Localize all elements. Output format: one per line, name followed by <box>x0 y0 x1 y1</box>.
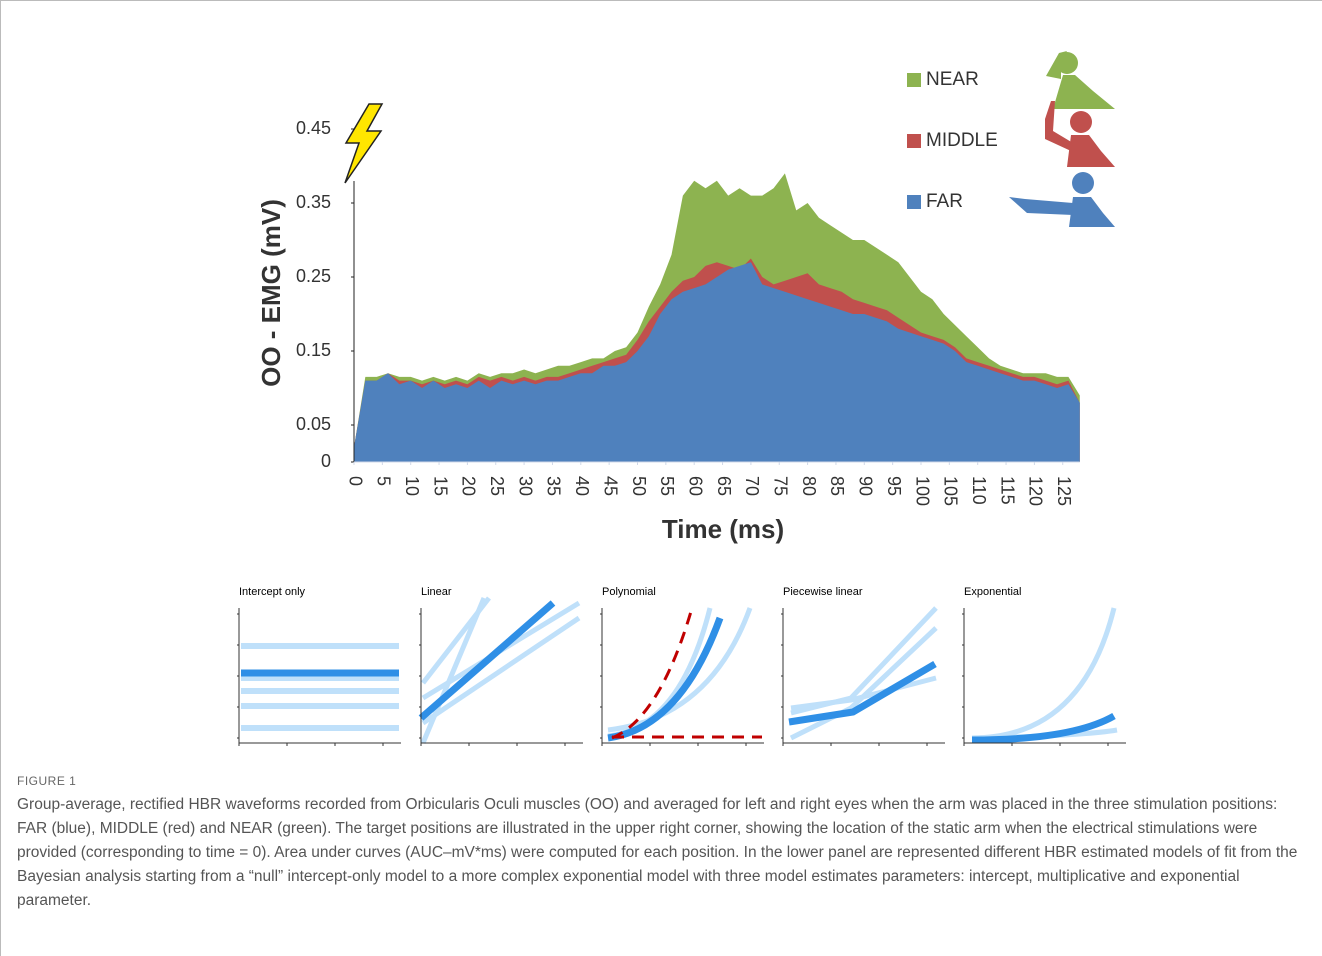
stimulus-icon <box>345 104 382 183</box>
panel-title: Polynomial <box>602 586 656 598</box>
y-tick-label: 0.25 <box>296 266 331 286</box>
x-tick-label: 30 <box>515 476 535 496</box>
arm-icons <box>1009 51 1115 227</box>
x-tick-label: 110 <box>969 476 989 505</box>
x-tick-label: 35 <box>544 476 564 496</box>
x-tick-label: 15 <box>430 476 450 496</box>
legend-label: NEAR <box>926 69 979 90</box>
x-tick-label: 80 <box>799 476 819 496</box>
x-tick-label: 95 <box>884 476 904 496</box>
x-tick-label: 90 <box>856 476 876 496</box>
panel-linear <box>421 598 579 743</box>
x-tick-label: 105 <box>941 476 961 506</box>
x-tick-label: 120 <box>1026 476 1046 506</box>
caption-label: FIGURE 1 <box>17 774 76 788</box>
y-tick-label: 0.05 <box>296 414 331 434</box>
legend: NEAR MIDDLE FAR <box>907 69 998 212</box>
y-tick-label: 0 <box>321 451 331 471</box>
x-tick-label: 40 <box>572 476 592 496</box>
panel-piecewise <box>789 608 936 738</box>
x-tick-label: 115 <box>997 476 1017 505</box>
x-tick-label: 65 <box>714 476 734 496</box>
x-tick-label: 70 <box>742 476 762 496</box>
x-tick-label: 100 <box>912 476 932 506</box>
legend-swatch <box>907 195 921 209</box>
panel-title: Piecewise linear <box>783 586 863 598</box>
x-tick-label: 5 <box>374 476 394 486</box>
x-tick-label: 20 <box>459 476 479 496</box>
legend-label: MIDDLE <box>926 130 998 151</box>
y-axis-label: OO - EMG (mV) <box>256 199 286 387</box>
x-tick-label: 60 <box>685 476 705 496</box>
x-tick-label: 50 <box>629 476 649 496</box>
panel-title: Intercept only <box>239 586 306 598</box>
legend-label: FAR <box>926 191 963 212</box>
legend-swatch <box>907 73 921 87</box>
x-tick-label: 75 <box>771 476 791 496</box>
caption-text: Group-average, rectified HBR waveforms r… <box>17 793 1307 913</box>
x-tick-label: 25 <box>487 476 507 496</box>
panel-exponential <box>972 608 1117 740</box>
x-tick-label: 45 <box>600 476 620 496</box>
panel-polynomial <box>608 608 762 738</box>
y-tick-label: 0.45 <box>296 118 331 138</box>
y-tick-label: 0.35 <box>296 192 331 212</box>
legend-swatch <box>907 134 921 148</box>
panel-intercept <box>241 646 399 728</box>
panel-title: Exponential <box>964 586 1022 598</box>
page: 00.050.150.250.350.450510152025303540455… <box>0 0 1322 956</box>
x-tick-label: 0 <box>345 476 365 486</box>
x-tick-label: 10 <box>402 476 422 496</box>
x-tick-label: 55 <box>657 476 677 496</box>
model-panels: Intercept only Linear Polynomial Piecewise … <box>237 586 1126 746</box>
x-tick-label: 85 <box>827 476 847 496</box>
panel-title: Linear <box>421 586 452 598</box>
y-tick-label: 0.15 <box>296 340 331 360</box>
x-tick-label: 125 <box>1054 476 1074 506</box>
x-axis-label: Time (ms) <box>662 514 784 544</box>
